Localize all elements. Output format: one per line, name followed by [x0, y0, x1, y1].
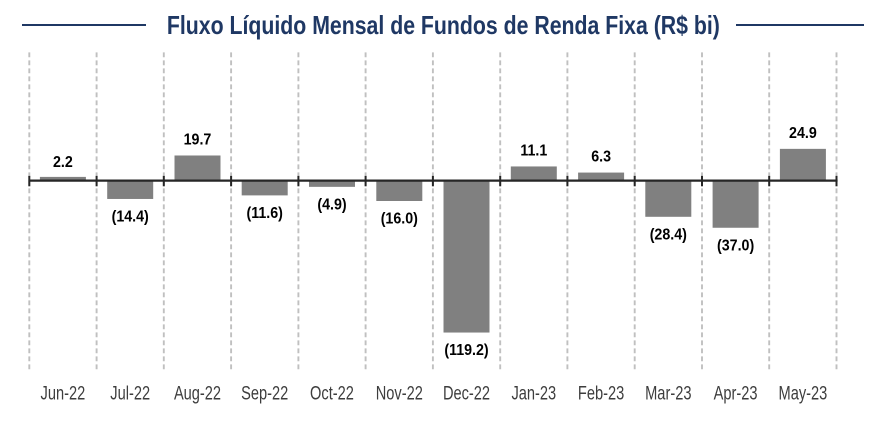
svg-text:11.1: 11.1 — [520, 143, 547, 160]
svg-text:(14.4): (14.4) — [112, 209, 149, 226]
svg-text:Fluxo Líquido Mensal de Fundos: Fluxo Líquido Mensal de Fundos de Renda … — [167, 10, 720, 40]
svg-text:Nov-22: Nov-22 — [376, 384, 423, 405]
svg-text:May-23: May-23 — [779, 384, 828, 405]
svg-text:19.7: 19.7 — [184, 132, 212, 149]
svg-text:(11.6): (11.6) — [247, 205, 283, 222]
svg-text:(28.4): (28.4) — [650, 227, 687, 244]
svg-text:Apr-23: Apr-23 — [714, 384, 758, 405]
svg-text:Jun-22: Jun-22 — [41, 384, 86, 405]
svg-text:Aug-22: Aug-22 — [174, 384, 221, 405]
svg-text:Sep-22: Sep-22 — [241, 384, 288, 405]
svg-text:Jul-22: Jul-22 — [110, 384, 150, 405]
svg-text:(4.9): (4.9) — [317, 197, 346, 214]
svg-text:(16.0): (16.0) — [381, 211, 418, 228]
svg-text:6.3: 6.3 — [591, 149, 611, 166]
svg-text:Dec-22: Dec-22 — [443, 384, 490, 405]
svg-text:(119.2): (119.2) — [444, 342, 488, 359]
svg-text:Feb-23: Feb-23 — [578, 384, 624, 405]
svg-text:Mar-23: Mar-23 — [645, 384, 691, 405]
svg-text:Jan-23: Jan-23 — [511, 384, 556, 405]
svg-text:24.9: 24.9 — [789, 125, 817, 142]
svg-text:2.2: 2.2 — [53, 154, 73, 171]
svg-text:Oct-22: Oct-22 — [310, 384, 354, 405]
svg-text:(37.0): (37.0) — [717, 238, 754, 255]
